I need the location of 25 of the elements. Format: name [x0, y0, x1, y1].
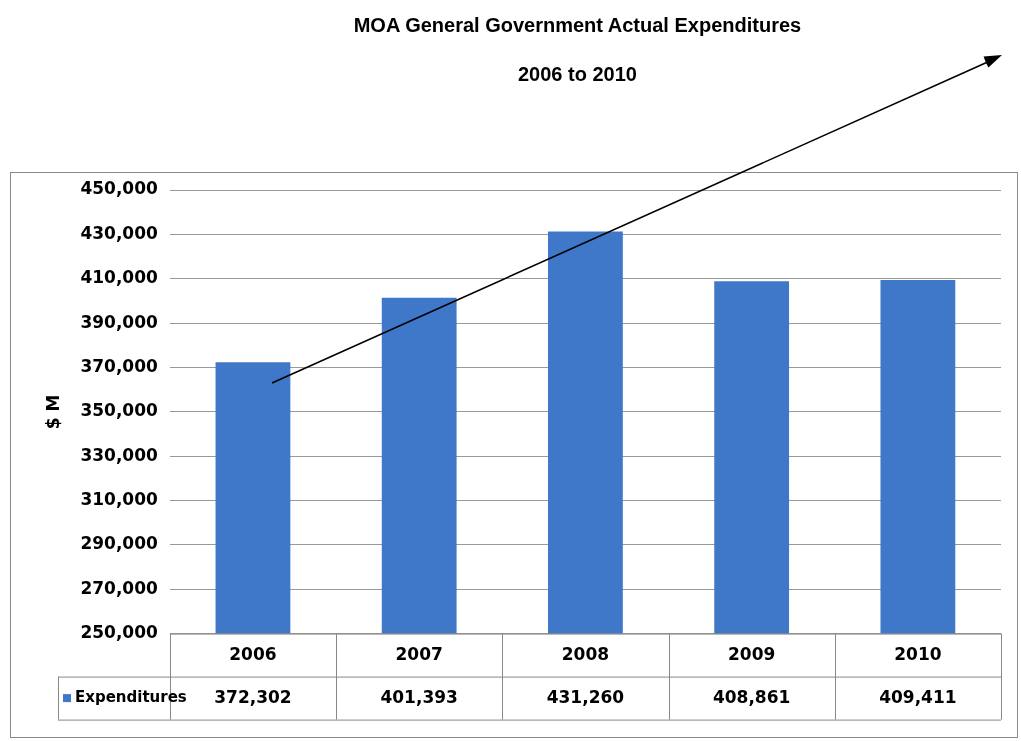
y-tick-label: 450,000	[80, 178, 158, 199]
y-tick-label: 290,000	[80, 533, 158, 554]
legend-label: Expenditures	[75, 687, 187, 706]
data-label: 409,411	[879, 686, 957, 707]
x-tick-label: 2006	[229, 644, 277, 665]
y-tick-label: 250,000	[80, 622, 158, 643]
y-axis-title: $ M	[42, 394, 63, 430]
y-tick-label: 370,000	[80, 355, 158, 376]
y-tick-label: 270,000	[80, 577, 158, 598]
data-label: 408,861	[712, 686, 791, 707]
chart-title: MOA General Government Actual Expenditures	[353, 13, 802, 36]
x-tick-label: 2008	[561, 644, 610, 665]
y-tick-label: 330,000	[80, 444, 158, 465]
y-tick-label: 430,000	[80, 222, 158, 243]
data-label: 372,302	[214, 686, 292, 707]
y-tick-label: 390,000	[80, 311, 158, 332]
x-tick-label: 2007	[395, 644, 443, 665]
y-tick-label: 310,000	[80, 488, 158, 509]
y-tick-label: 410,000	[80, 267, 158, 288]
x-tick-label: 2010	[894, 644, 942, 665]
chart-subtitle: 2006 to 2010	[517, 62, 637, 85]
data-label: 431,260	[546, 686, 625, 707]
x-tick-label: 2009	[727, 644, 776, 665]
y-tick-label: 350,000	[80, 400, 158, 421]
data-label: 401,393	[380, 686, 458, 707]
